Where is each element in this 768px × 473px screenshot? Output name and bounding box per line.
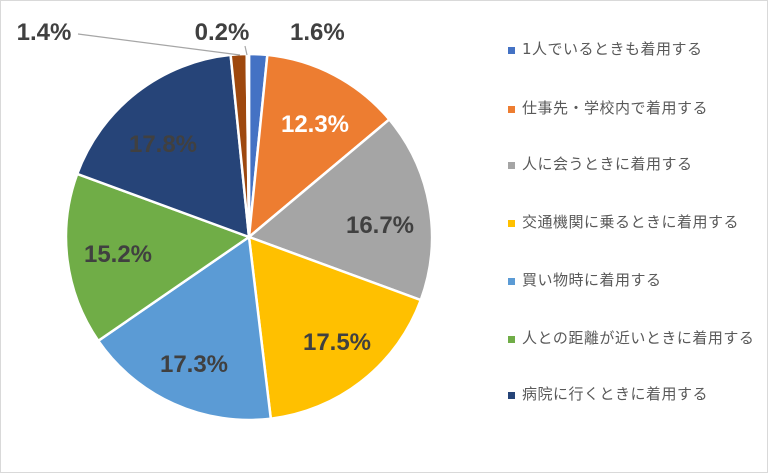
legend-swatch xyxy=(508,106,515,113)
pie-slice xyxy=(247,235,423,421)
pie-slice xyxy=(96,234,273,422)
legend-swatch xyxy=(508,278,515,285)
pie-slice xyxy=(75,53,251,239)
legend-label: 仕事先・学校内で着用する xyxy=(522,99,709,117)
legend-swatch xyxy=(508,336,515,343)
pie-slice xyxy=(64,172,252,343)
pie-slice xyxy=(247,53,392,240)
data-label: 17.5% xyxy=(303,329,371,356)
data-label: 0.2% xyxy=(195,19,250,46)
data-label: 17.8% xyxy=(129,131,197,158)
legend-label: 買い物時に着用する xyxy=(522,271,662,289)
legend-item: 病院に行くときに着用する xyxy=(508,383,758,406)
leader-line xyxy=(244,45,248,56)
legend-label: 人に会うときに着用する xyxy=(522,155,693,173)
legend-label: 1人でいるときも着用する xyxy=(522,40,703,58)
legend-swatch xyxy=(508,220,515,227)
legend-swatch xyxy=(508,47,515,54)
legend-label: 人との距離が近いときに着用する xyxy=(522,329,755,347)
data-label: 15.2% xyxy=(84,241,152,268)
data-label: 12.3% xyxy=(281,111,349,138)
data-label: 16.7% xyxy=(346,212,414,239)
data-label: 1.4% xyxy=(17,19,72,46)
legend-item: 人との距離が近いときに着用する xyxy=(508,327,758,350)
pie-slice xyxy=(246,117,434,302)
legend-label: 病院に行くときに着用する xyxy=(522,385,709,403)
legend-label: 交通機関に乗るときに着用する xyxy=(522,213,740,231)
legend-item: 仕事先・学校内で着用する xyxy=(508,97,758,120)
legend-swatch xyxy=(508,392,515,399)
data-label: 1.6% xyxy=(290,19,345,46)
legend-item: 1人でいるときも着用する xyxy=(508,38,758,61)
data-label: 17.3% xyxy=(160,351,228,378)
legend-item: 交通機関に乗るときに着用する xyxy=(508,211,758,234)
legend-item: 人に会うときに着用する xyxy=(508,153,758,176)
legend-item: 買い物時に着用する xyxy=(508,269,758,292)
legend-swatch xyxy=(508,162,515,169)
leader-line xyxy=(77,33,241,56)
